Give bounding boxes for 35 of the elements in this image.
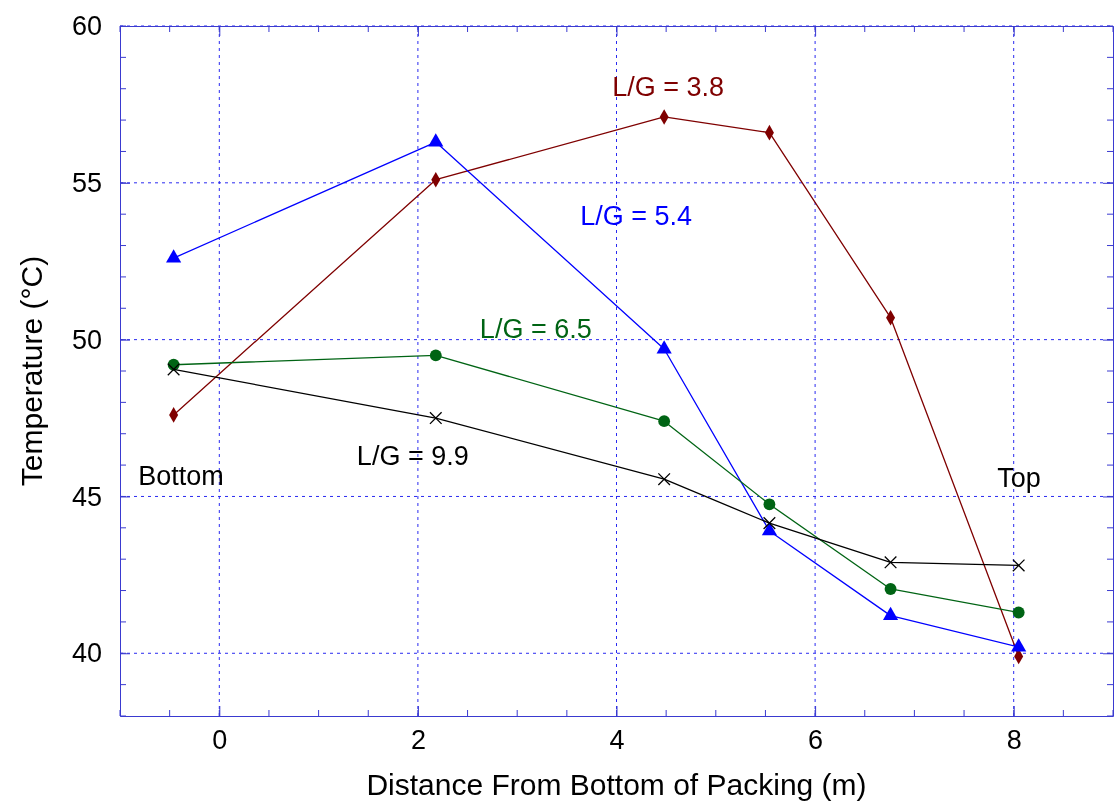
series-label: L/G = 5.4 [580,201,693,232]
x-axis-title: Distance From Bottom of Packing (m) [366,768,867,801]
y-tick-label: 55 [71,167,102,198]
point [761,522,778,536]
series-label: L/G = 9.9 [356,441,469,472]
point [166,249,182,263]
point [429,411,443,425]
point [1012,558,1026,572]
y-tick-label: 50 [71,324,102,355]
series-label: L/G = 3.8 [612,72,725,103]
point [1011,638,1027,652]
point [656,340,672,354]
point [1012,606,1025,619]
x-tick-label: 6 [808,725,824,756]
series-label: L/G = 6.5 [479,314,592,345]
y-tick-label: 40 [71,638,102,669]
x-tick-label: 4 [609,725,625,756]
point [658,415,671,428]
y-tick-label: 60 [71,11,102,42]
y-tick-label: 45 [71,481,102,512]
annotation: Top [997,463,1041,494]
annotation: Bottom [138,461,224,492]
x-tick-label: 0 [212,725,228,756]
point [657,472,671,486]
x-tick-label: 2 [410,725,426,756]
point [884,583,897,595]
y-axis-title: Temperature (°C) [15,255,48,487]
point [884,555,898,569]
point [167,362,181,376]
point [428,133,444,147]
point [429,349,442,362]
point [762,516,776,530]
x-tick-label: 8 [1006,725,1022,756]
point [763,498,776,511]
point [882,606,899,621]
